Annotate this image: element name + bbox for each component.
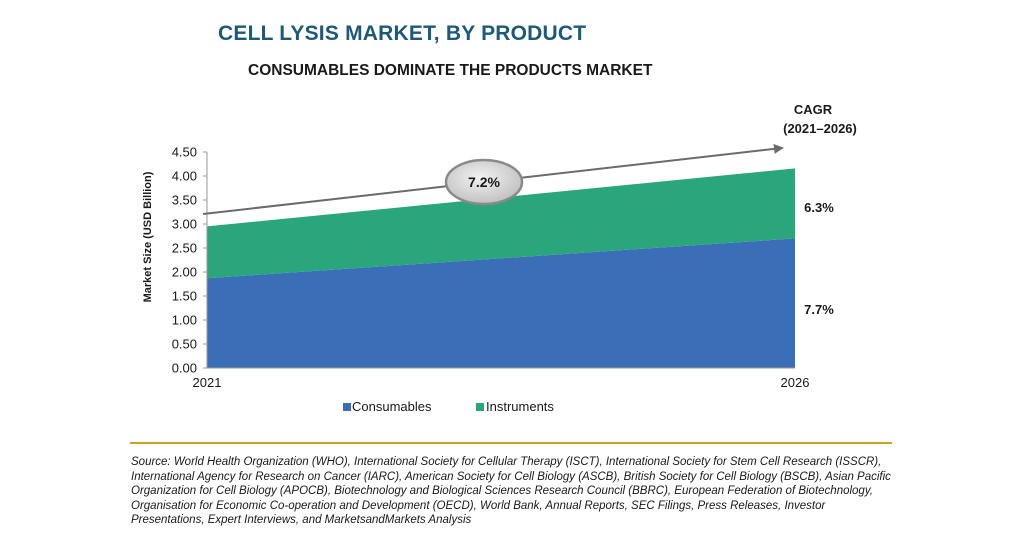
overall-cagr-oval [444, 158, 524, 206]
chart-subtitle: CONSUMABLES DOMINATE THE PRODUCTS MARKET [248, 62, 653, 79]
area-chart: 0.00 0.50 1.00 1.50 2.00 2.50 3.00 3.50 4.00 4.50… [142, 102, 857, 414]
source-note: Source: World Health Organization (WHO),… [131, 456, 891, 526]
source-divider [130, 442, 892, 444]
y-tick-label: 1.50 [172, 289, 197, 304]
y-tick-label: 0.50 [172, 337, 197, 352]
area-series-instruments [207, 168, 795, 279]
cagr-period: (2021–2026) [783, 121, 857, 136]
cagr-header: CAGR [794, 102, 833, 117]
y-tick-label: 3.50 [172, 193, 197, 208]
x-tick-label: 2026 [781, 375, 810, 390]
legend-swatch-instruments [476, 403, 484, 411]
y-axis-label: Market Size (USD Billion) [142, 171, 154, 302]
y-tick-label: 1.00 [172, 313, 197, 328]
x-axis: 2021 2026 [193, 367, 810, 390]
area-layer [207, 168, 795, 368]
legend-swatch-consumables [343, 403, 351, 411]
legend-label-consumables: Consumables [352, 399, 432, 414]
y-tick-label: 4.00 [172, 169, 197, 184]
area-series-consumables [207, 238, 795, 368]
y-tick-label: 0.00 [172, 361, 197, 376]
overall-cagr-value: 7.2% [468, 174, 500, 190]
y-tick-label: 2.50 [172, 241, 197, 256]
cagr-instruments: 6.3% [804, 200, 834, 215]
y-axis: 0.00 0.50 1.00 1.50 2.00 2.50 3.00 3.50 4.00 4.50 [172, 145, 208, 376]
chart-title: CELL LYSIS MARKET, BY PRODUCT [218, 22, 587, 45]
legend-label-instruments: Instruments [486, 399, 554, 414]
x-tick-label: 2021 [193, 375, 222, 390]
cagr-consumables: 7.7% [804, 302, 834, 317]
y-tick-label: 4.50 [172, 145, 197, 160]
y-tick-label: 2.00 [172, 265, 197, 280]
legend: Consumables Instruments [343, 399, 554, 414]
y-tick-label: 3.00 [172, 217, 197, 232]
